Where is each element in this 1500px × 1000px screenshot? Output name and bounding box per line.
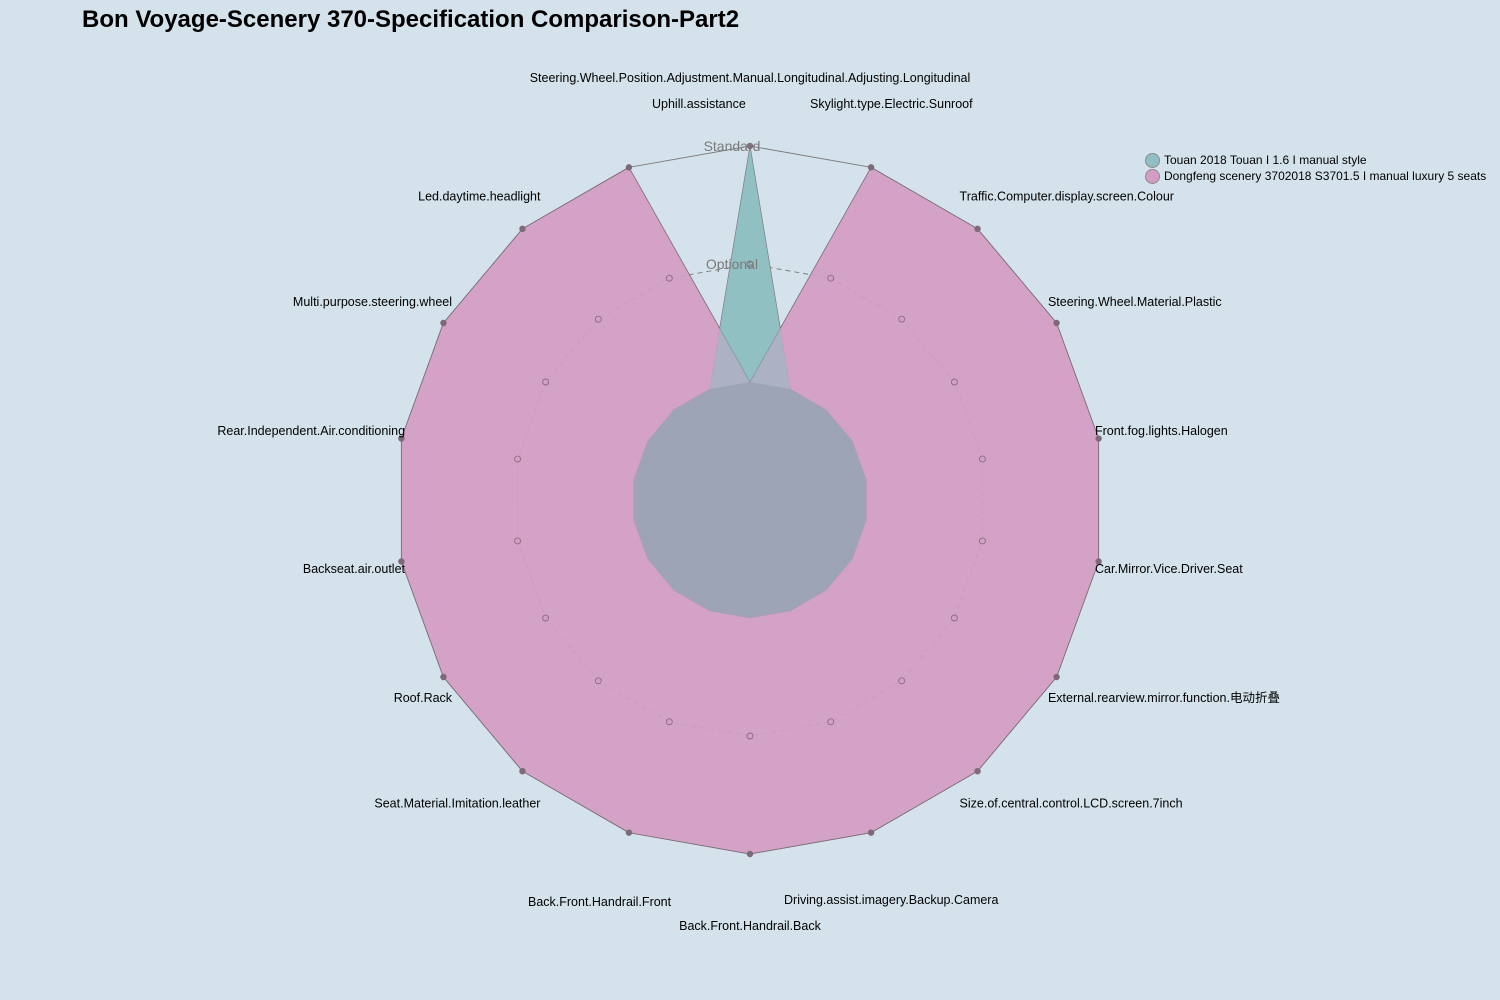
- axis-label: Seat.Material.Imitation.leather: [374, 796, 540, 810]
- ring-marker-standard: [625, 164, 633, 171]
- series-area-1-overlay: [633, 146, 867, 618]
- legend-swatch: [1145, 153, 1160, 168]
- chart-title: Bon Voyage-Scenery 370-Specification Com…: [82, 6, 740, 33]
- ring-marker-standard: [519, 767, 526, 775]
- axis-label: Steering.Wheel.Material.Plastic: [1048, 295, 1222, 309]
- axis-label: Multi.purpose.steering.wheel: [293, 295, 452, 309]
- legend-label: Dongfeng scenery 3702018 S3701.5 I manua…: [1164, 169, 1487, 183]
- ring-marker-optional: [978, 455, 986, 463]
- axis-label: Steering.Wheel.Position.Adjustment.Manua…: [530, 71, 971, 85]
- ring-marker-standard: [746, 142, 754, 150]
- axis-label: Uphill.assistance: [652, 97, 746, 111]
- radar-markers: [398, 142, 1102, 858]
- axis-label: Car.Mirror.Vice.Driver.Seat: [1095, 562, 1243, 576]
- level-label-standard: Standard: [704, 138, 761, 154]
- ring-marker-standard: [746, 850, 754, 858]
- legend-item-2: Dongfeng scenery 3702018 S3701.5 I manua…: [1145, 169, 1487, 184]
- level-label-optional: Optional: [706, 256, 758, 272]
- ring-marker-optional: [665, 274, 673, 282]
- ring-marker-optional: [950, 614, 958, 622]
- ring-marker-optional: [542, 614, 550, 622]
- legend-swatch: [1145, 169, 1160, 184]
- ring-marker-standard: [974, 225, 981, 233]
- axis-label: Roof.Rack: [394, 691, 453, 705]
- ring-marker-standard: [1053, 673, 1060, 681]
- axis-label: Back.Front.Handrail.Back: [679, 919, 821, 933]
- ring-marker-optional: [898, 315, 906, 323]
- ring-marker-standard: [1095, 558, 1102, 565]
- ring-marker-optional: [827, 718, 835, 726]
- ring-marker-optional: [594, 677, 602, 685]
- ring-marker-optional: [950, 378, 958, 386]
- legend-label: Touan 2018 Touan I 1.6 I manual style: [1164, 153, 1367, 167]
- ring-marker-standard: [440, 319, 447, 327]
- ring-marker-optional: [542, 378, 550, 386]
- ring-marker-standard: [519, 225, 526, 233]
- ring-marker-optional: [665, 718, 673, 726]
- ring-marker-standard: [867, 164, 875, 171]
- ring-marker-standard: [867, 829, 875, 836]
- axis-label: Driving.assist.imagery.Backup.Camera: [784, 893, 998, 907]
- ring-marker-optional: [514, 455, 522, 463]
- ring-marker-optional: [514, 537, 522, 545]
- axis-labels: Optional Standard Steering.Wheel.Position.…: [217, 71, 1280, 933]
- ring-marker-optional: [978, 537, 986, 545]
- ring-marker-optional: [827, 274, 835, 282]
- axis-label: Skylight.type.Electric.Sunroof: [810, 97, 973, 111]
- ring-marker-standard: [1053, 319, 1060, 327]
- ring-marker-standard: [625, 829, 633, 836]
- ring-marker-optional: [746, 732, 754, 740]
- ring-marker-optional: [746, 260, 754, 268]
- axis-label: Backseat.air.outlet: [303, 562, 406, 576]
- axis-label: Rear.Independent.Air.conditioning: [217, 424, 405, 438]
- axis-label: Back.Front.Handrail.Front: [528, 895, 672, 909]
- ring-marker-standard: [440, 673, 447, 681]
- axis-label: Size.of.central.control.LCD.screen.7inch: [960, 796, 1183, 810]
- axis-label: Led.daytime.headlight: [418, 190, 541, 204]
- axis-label: External.rearview.mirror.function.电动折叠: [1048, 690, 1280, 705]
- ring-marker-optional: [594, 315, 602, 323]
- ring-marker-standard: [1095, 435, 1102, 442]
- legend-item-1: Touan 2018 Touan I 1.6 I manual style: [1145, 153, 1367, 168]
- axis-label: Front.fog.lights.Halogen: [1095, 424, 1228, 438]
- radar-series: [400, 145, 1100, 855]
- ring-marker-standard: [398, 558, 405, 565]
- ring-marker-optional: [898, 677, 906, 685]
- axis-label: Traffic.Computer.display.screen.Colour: [960, 190, 1174, 204]
- ring-marker-standard: [974, 767, 981, 775]
- ring-marker-standard: [398, 435, 405, 442]
